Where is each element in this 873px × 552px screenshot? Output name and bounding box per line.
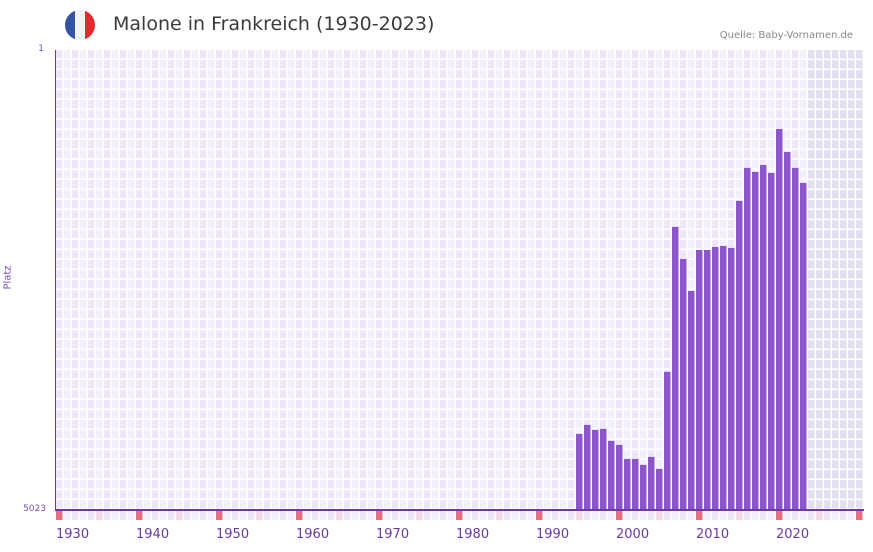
x-tick-2010: 2010 (696, 527, 730, 542)
bar-2017[interactable] (768, 172, 775, 510)
bar-2003[interactable] (656, 468, 663, 510)
bar-2002[interactable] (648, 456, 655, 510)
x-tick-1980: 1980 (456, 527, 490, 542)
bar-2016[interactable] (760, 164, 767, 510)
bar-2005[interactable] (672, 226, 679, 510)
bar-2020[interactable] (792, 167, 799, 510)
bar-2000[interactable] (632, 458, 639, 510)
chart-title: Malone in Frankreich (1930-2023) (113, 13, 435, 35)
france-flag-icon (65, 10, 95, 40)
bar-2001[interactable] (640, 464, 647, 510)
x-tick-2020: 2020 (776, 527, 810, 542)
x-tick-1940: 1940 (136, 527, 170, 542)
x-tick-1970: 1970 (376, 527, 410, 542)
x-tick-2000: 2000 (616, 527, 650, 542)
y-tick-top: 1 (38, 44, 44, 54)
bar-2006[interactable] (680, 258, 687, 510)
bar-1993[interactable] (576, 433, 583, 510)
bar-1999[interactable] (624, 458, 631, 510)
source-credit: Quelle: Baby-Vornamen.de (719, 30, 853, 41)
y-tick-bottom: 5023 (23, 504, 46, 514)
bar-2010[interactable] (712, 246, 719, 510)
bar-1996[interactable] (600, 428, 607, 510)
bar-2015[interactable] (752, 171, 759, 510)
x-tick-1930: 1930 (56, 527, 90, 542)
bar-2011[interactable] (720, 245, 727, 510)
x-axis-line (55, 509, 864, 511)
x-tick-1950: 1950 (216, 527, 250, 542)
bar-2008[interactable] (696, 249, 703, 510)
x-tick-1990: 1990 (536, 527, 570, 542)
bar-1998[interactable] (616, 444, 623, 510)
y-axis-label: Platz (2, 265, 14, 290)
bar-1994[interactable] (584, 424, 591, 510)
bar-2018[interactable] (776, 128, 783, 510)
plot-area (56, 50, 864, 510)
bar-2021[interactable] (800, 182, 807, 510)
bar-1997[interactable] (608, 440, 615, 510)
bar-2014[interactable] (744, 167, 751, 510)
bar-2007[interactable] (688, 290, 695, 510)
y-axis-line (55, 50, 56, 511)
bar-2019[interactable] (784, 151, 791, 510)
x-tick-1960: 1960 (296, 527, 330, 542)
bar-2013[interactable] (736, 200, 743, 510)
bar-1995[interactable] (592, 429, 599, 510)
chart-grid (56, 50, 863, 510)
bar-2004[interactable] (664, 371, 671, 510)
bar-2009[interactable] (704, 249, 711, 510)
flag-red (85, 10, 95, 40)
flag-blue (65, 10, 75, 40)
flag-white (75, 10, 85, 40)
decade-markers (56, 511, 863, 520)
bar-2012[interactable] (728, 247, 735, 510)
